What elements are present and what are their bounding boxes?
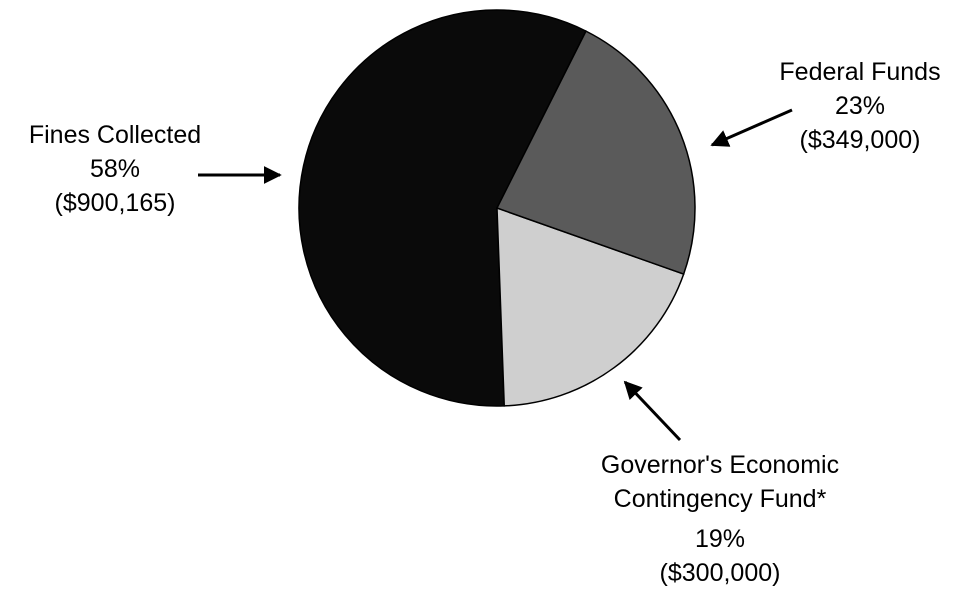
amount-label: ($300,000) (659, 559, 781, 587)
pie-slice (298, 9, 587, 407)
arrow (623, 380, 682, 442)
category-label: Fines Collected (28, 121, 202, 149)
category-label: Governor's Economic Contingency Fund* (600, 451, 840, 513)
amount-label: ($900,165) (54, 189, 176, 217)
amount-label: ($349,000) (799, 126, 921, 154)
pie-slice (496, 206, 685, 407)
category-label: Federal Funds (779, 58, 941, 86)
value-label: 19% (694, 525, 746, 553)
arrow (710, 108, 793, 147)
slice-label: Fines Collected 58% ($900,165) (0, 118, 230, 220)
value-label: 58% (89, 155, 141, 183)
slice-label: Governor's Economic Contingency Fund* 19… (565, 448, 875, 590)
pie-slice (495, 30, 696, 276)
value-label: 23% (834, 92, 886, 120)
slice-label: Federal Funds 23% ($349,000) (755, 55, 965, 157)
